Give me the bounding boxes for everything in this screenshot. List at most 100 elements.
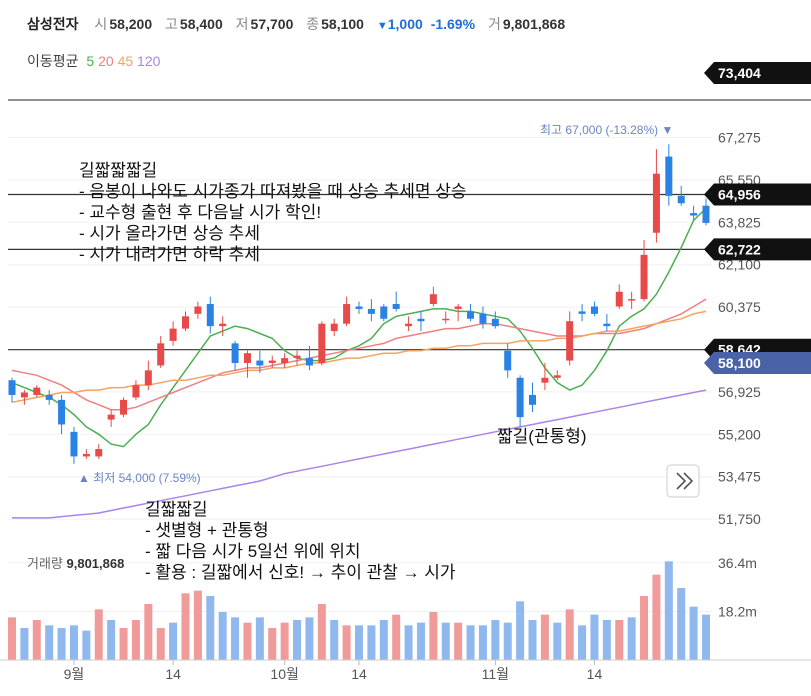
volume-bar [317,604,326,660]
candle-body [8,380,16,395]
ma-legend-45: 45 [117,53,134,69]
volume-bar [627,617,636,660]
volume-bar [280,622,289,660]
note1-line-1: - 음봉이 나와도 시가종가 따져봤을 때 상승 추세면 상승 [79,182,467,201]
volume-bar [677,588,686,660]
candle-body [169,328,177,341]
max-price-label: 최고 67,000 (-13.28%) ▼ [540,123,673,137]
expand-button[interactable] [666,464,700,498]
volume-bar [193,590,202,660]
volume-bar [69,625,78,660]
candle [690,205,698,221]
candle [516,375,524,427]
candle-body [45,394,53,400]
candle [95,444,103,459]
volume-bar [243,622,252,660]
y-tick-label: 67,275 [718,129,761,145]
price-tag-label: 58,100 [718,355,761,371]
candle-body [541,377,549,383]
x-tick-label: 14 [351,666,367,682]
price-tag-label: 73,404 [718,65,761,81]
volume-total: 9,801,868 [67,556,125,571]
candle [330,318,338,336]
candle-body [578,311,586,314]
candle-body [194,306,202,314]
candle-body [330,323,338,332]
volume-bar [45,625,54,660]
candle-body [454,306,462,309]
candle-body [281,358,289,364]
ma-line-45 [11,310,707,404]
candle [367,299,375,322]
price-tag [704,183,811,206]
volume-bar [379,620,388,660]
candle [355,301,363,314]
candle [45,390,53,405]
x-tick-label: 9월 [64,666,85,682]
candle [454,304,462,322]
candle [157,335,165,368]
candle [194,301,202,319]
candle-body [355,306,363,309]
candle-body [566,321,574,361]
ma-line-5 [11,207,707,448]
volume-bar [441,622,450,660]
change-percent: -1.69% [430,16,476,32]
note3-line-2: - 짧 다음 시가 5일선 위에 위치 [145,542,361,561]
y-tick-label: 55,200 [718,426,761,442]
open-label: 시 [94,16,108,32]
candle [467,304,475,322]
candle [144,360,152,391]
candle-body [182,316,189,329]
candle [243,350,251,378]
volume-bar [367,625,376,660]
volume-bar [491,620,500,660]
candle-body [405,323,413,327]
candle-body [293,355,301,359]
volume-bar [689,606,698,660]
y-tick-label: 60,375 [718,299,761,315]
candle [8,377,16,403]
candle [590,301,598,317]
annotation-note-2: 짧길(관통형) [497,427,587,446]
volume-bar [169,622,178,660]
candle-body [243,353,251,364]
candle [293,350,301,366]
high-value: 58,400 [179,16,223,32]
candle-body [429,294,437,305]
y-tick-label: 51,750 [718,511,761,527]
candle [652,149,660,243]
volume-bar [553,622,562,660]
volume-bar [540,614,549,660]
change-value: 1,000 [387,16,423,32]
candle-body [219,323,227,327]
candle-body [305,358,313,366]
candle-body [392,304,400,309]
volume-bar [119,628,128,660]
candle-body [70,431,78,457]
volume-value: 9,801,868 [502,16,566,32]
volume-bar [664,561,673,660]
volume-bar [268,628,277,660]
candle-body [590,306,598,314]
expand-button-frame [666,464,700,498]
candle [566,311,574,366]
volume-bar [293,620,302,660]
candle-body [132,385,140,398]
note1-line-0: 길짧짧짧길 [79,161,158,180]
annotation-note-1: 길짧짧짧길 - 음봉이 나와도 시가종가 따져봤을 때 상승 추세면 상승 - … [79,160,467,265]
volume-bar [330,620,339,660]
stock-header: 삼성전자 시 58,200 고 58,400 저 57,700 종 58,100 ▼1,… [27,14,574,34]
candle-body [268,360,276,364]
ma-legend-5: 5 [86,53,95,69]
note3-line-3: - 활용 : 길짧에서 신호! → 추이 관찰 → 시가 [145,563,456,582]
price-tag [704,61,811,84]
candle [417,311,425,332]
y-tick-label: 53,475 [718,469,761,485]
volume-bar [503,622,512,660]
candle-body [603,323,611,327]
candle [33,385,41,398]
candle [132,380,140,400]
candle-body [677,195,685,204]
